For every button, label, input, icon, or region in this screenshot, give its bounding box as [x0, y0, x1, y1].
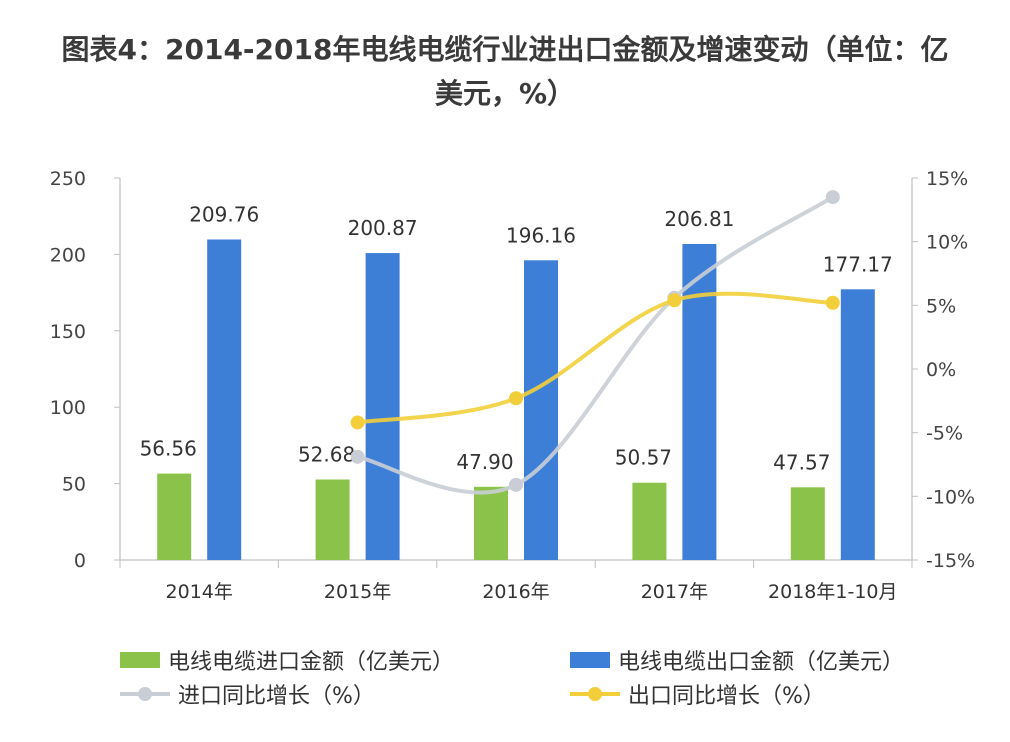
export-growth-line [355, 291, 835, 425]
import-bar-label: 50.57 [615, 446, 672, 470]
import-growth-point [350, 449, 365, 464]
import-bar-label: 56.56 [140, 437, 197, 461]
legend-line-import-growth [120, 686, 170, 702]
chart-legend: 电线电缆进口金额（亿美元） 电线电缆出口金额（亿美元） 进口同比增长（%） 出口… [0, 632, 1010, 732]
right-tick-label: -10% [926, 486, 975, 508]
legend-label-export-amount: 电线电缆出口金额（亿美元） [618, 650, 905, 675]
import-bar [315, 479, 350, 560]
export-bar [524, 260, 558, 560]
import-bar-label: 47.57 [773, 450, 830, 474]
right-tick-label: 10% [926, 232, 968, 254]
legend-swatch-import-amount [120, 652, 160, 668]
combo-chart: 0 50 100 150 200 250 -15% -10% -5% 0% 5% 10% 15% 2014… [50, 168, 975, 603]
x-category-label: 2017年 [641, 581, 708, 603]
legend-line-export-growth [570, 686, 620, 702]
import-growth-point [825, 190, 840, 205]
left-tick-label: 0 [74, 550, 86, 572]
legend-label-import-amount: 电线电缆进口金额（亿美元） [168, 650, 455, 675]
left-tick-label: 250 [50, 168, 86, 190]
right-tick-label: -15% [926, 550, 975, 572]
export-bar [840, 289, 875, 560]
export-bar [682, 243, 717, 560]
export-bar-label: 196.16 [506, 223, 576, 247]
x-category-label: 2014年 [166, 581, 233, 603]
x-category-label: 2018年1-10月 [768, 581, 897, 603]
x-category-label: 2015年 [324, 581, 391, 603]
export-bar-label: 206.81 [664, 207, 734, 231]
right-tick-label: 0% [926, 359, 956, 381]
export-bar-label: 209.76 [189, 202, 259, 226]
export-bar-label: 177.17 [823, 252, 893, 276]
import-growth-point [509, 477, 523, 492]
import-growth-line [355, 195, 835, 495]
export-growth-point [509, 391, 523, 406]
legend-item-import-amount: 电线电缆进口金额（亿美元） [120, 644, 454, 676]
import-bar-label: 52.68 [298, 443, 355, 467]
import-bar-label: 47.90 [456, 450, 513, 474]
legend-swatch-export-amount [570, 652, 610, 668]
import-bar [632, 482, 667, 560]
legend-label-import-growth: 进口同比增长（%） [178, 684, 375, 709]
export-growth-point [350, 415, 365, 430]
right-tick-label: 15% [926, 168, 968, 190]
export-bar [207, 239, 242, 560]
export-bar [365, 253, 400, 561]
legend-label-export-growth: 出口同比增长（%） [628, 684, 825, 709]
legend-item-export-amount: 电线电缆出口金额（亿美元） [570, 644, 904, 676]
left-tick-label: 50 [62, 474, 86, 496]
chart-title-line2: 美元，%） [434, 77, 576, 110]
import-bar [790, 487, 825, 560]
x-category-label: 2016年 [482, 581, 549, 603]
chart-title: 图表4：2014-2018年电线电缆行业进出口金额及增速变动（单位：亿 美元，%… [30, 28, 980, 116]
export-growth-point [667, 293, 682, 308]
left-tick-label: 100 [50, 397, 86, 419]
chart-title-line1: 图表4：2014-2018年电线电缆行业进出口金额及增速变动（单位：亿 [61, 33, 949, 66]
import-bar [474, 486, 508, 560]
legend-item-export-growth: 出口同比增长（%） [570, 678, 825, 710]
right-tick-label: -5% [926, 423, 963, 445]
left-tick-label: 200 [50, 244, 86, 266]
import-bar [157, 473, 192, 560]
export-growth-point [825, 295, 840, 310]
right-tick-label: 5% [926, 295, 956, 317]
left-tick-label: 150 [50, 321, 86, 343]
export-bar-label: 200.87 [348, 216, 418, 240]
legend-item-import-growth: 进口同比增长（%） [120, 678, 375, 710]
